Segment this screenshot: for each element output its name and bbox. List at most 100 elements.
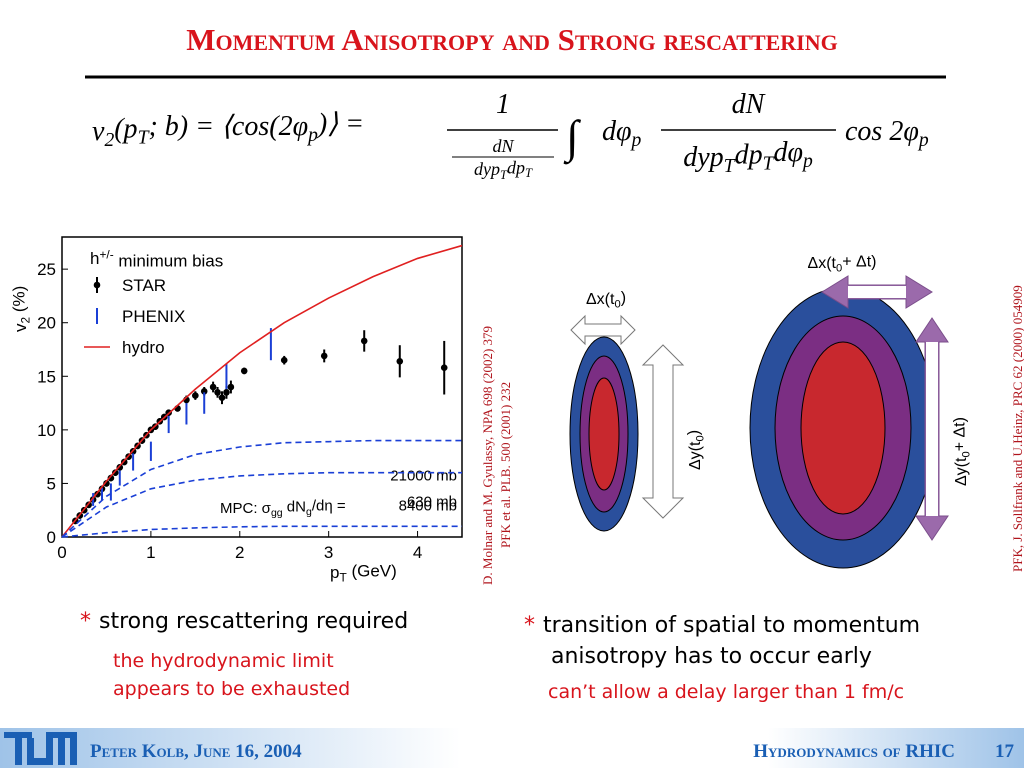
text-part: )⟩ = — [316, 108, 364, 139]
subscript: 0 — [694, 435, 706, 441]
data-point — [94, 490, 101, 498]
diagram-label: Δy(t0) — [686, 430, 707, 470]
text-part: ) — [621, 290, 626, 307]
subscript: 0 — [836, 262, 842, 274]
reference: D. Molnar and M. Gyulassy, NPA 698 (2002… — [480, 326, 495, 585]
text-part: dyp — [683, 142, 723, 173]
text-part: h — [90, 249, 99, 268]
text-part: (GeV) — [347, 561, 397, 580]
text-part: + Δt) — [952, 417, 969, 451]
text-part: dN — [283, 499, 306, 516]
reference: PFK, J. Sollfrank and U.Heinz, PRC 62 (2… — [1010, 285, 1024, 572]
data-point — [103, 480, 110, 487]
slide-title: Momentum Anisotropy and Strong rescatter… — [186, 22, 838, 57]
diagram-label: Δx(t0) — [586, 290, 626, 311]
bullet: * — [524, 613, 535, 638]
footer-bar — [0, 728, 1024, 768]
subscript: 0 — [614, 298, 620, 310]
bullet-line: * transition of spatial to momentum — [524, 613, 920, 638]
text-part: ; b) = ⟨cos(2φ — [148, 111, 308, 142]
curve-label: 8400 mb — [399, 498, 457, 515]
diagram-label: Δx(t0+ Δt) — [808, 254, 877, 275]
arrow-core — [848, 286, 906, 298]
text-part: dp — [507, 157, 525, 177]
formula-lhs: v2(pT; b) = ⟨cos(2φp)⟩ = — [92, 108, 364, 150]
sub-text: appears to be exhausted — [113, 678, 350, 700]
formula-frac1-num: 1 — [496, 89, 510, 120]
superscript: +/- — [99, 248, 113, 262]
footer-page: 17 — [995, 741, 1015, 762]
curve-label: 630 mb — [407, 493, 457, 510]
text-part: cos 2φ — [845, 116, 919, 147]
diagram-label: Δy(t0+ Δt) — [952, 417, 973, 486]
subscript: T — [724, 156, 737, 177]
sub-text: can’t allow a delay larger than 1 fm/c — [548, 681, 904, 703]
ellipse-inner — [800, 341, 886, 515]
bullet-text: anisotropy has to occur early — [551, 644, 872, 669]
data-point — [112, 469, 119, 477]
arrow — [641, 344, 685, 519]
reference: PFK et al. PLB. 500 (2001) 232 — [498, 382, 513, 548]
text-part: (p — [114, 113, 137, 144]
subscript: p — [801, 151, 813, 172]
data-point — [396, 357, 404, 365]
subscript: p — [917, 130, 929, 151]
x-tick-label: 0 — [57, 543, 66, 562]
text-part: MPC: σ — [220, 500, 272, 517]
legend-swatch — [93, 281, 101, 289]
x-tick-label: 3 — [324, 543, 333, 562]
bullet: * — [80, 609, 91, 634]
data-point — [320, 352, 328, 360]
line — [61, 471, 462, 538]
logo — [4, 732, 77, 765]
data-point — [200, 387, 208, 395]
formula-tail: cos 2φp — [845, 116, 929, 151]
diagram: Δx(t0) Δy(t0) Δx(t0+ Δt) Δy(t0+ Δt) — [569, 254, 973, 569]
y-tick-label: 15 — [37, 367, 56, 386]
y-tick-label: 20 — [37, 314, 56, 333]
x-axis-label: pT (GeV) — [330, 561, 397, 584]
y-tick-label: 10 — [37, 421, 56, 440]
arrow — [570, 314, 636, 346]
subscript: 0 — [960, 451, 972, 457]
text-part: (%) — [9, 286, 28, 317]
mpc-label: MPC: σgg dNg/dη = — [220, 497, 346, 519]
ellipse-inner — [588, 377, 620, 491]
text-part: v — [92, 116, 105, 147]
footer-author: Peter Kolb, June 16, 2004 — [90, 741, 302, 762]
data-point — [240, 367, 248, 375]
chart: h+/- minimum bias pT (GeV) v2 (%) MPC: σ… — [9, 236, 463, 585]
text-part: minimum bias — [114, 251, 224, 270]
data-point — [227, 383, 235, 391]
text-part: v — [11, 323, 30, 332]
formula-integral: ∫ — [563, 111, 581, 165]
y-axis-label: v2 (%) — [9, 286, 32, 332]
text-part: 1 — [496, 89, 510, 120]
data-point — [218, 394, 226, 402]
data-point — [360, 337, 368, 345]
data-point — [107, 474, 115, 482]
data-point — [209, 383, 217, 391]
text-part: dφ — [602, 116, 632, 147]
text-part: dp — [735, 139, 763, 170]
formula-dphi: dφp — [602, 116, 642, 151]
y-tick-label: 25 — [37, 260, 56, 279]
formula: v2(pT; b) = ⟨cos(2φp)⟩ = 1 dN dypTdpT ∫ … — [92, 89, 929, 182]
text-part: Δx(t — [586, 291, 615, 308]
x-tick-label: 4 — [413, 543, 422, 562]
text-part: /dη = — [312, 497, 346, 514]
bullet-text: transition of spatial to momentum — [543, 613, 920, 638]
subscript: gg — [271, 507, 283, 519]
bullet-text: strong rescattering required — [99, 609, 408, 634]
formula-frac1-den-num: dN — [492, 136, 514, 156]
plot-frame — [61, 236, 463, 538]
data-point — [192, 392, 199, 399]
footer-talk: Hydrodynamics of RHIC — [753, 741, 955, 762]
text-part: dN — [492, 136, 514, 156]
text-part: ∫ — [563, 111, 581, 165]
subscript: g — [306, 506, 312, 518]
legend-label: STAR — [122, 276, 166, 295]
curve-label: 21000 mb — [390, 468, 457, 485]
x-tick-label: 2 — [235, 543, 244, 562]
text-part: dN — [732, 89, 766, 120]
